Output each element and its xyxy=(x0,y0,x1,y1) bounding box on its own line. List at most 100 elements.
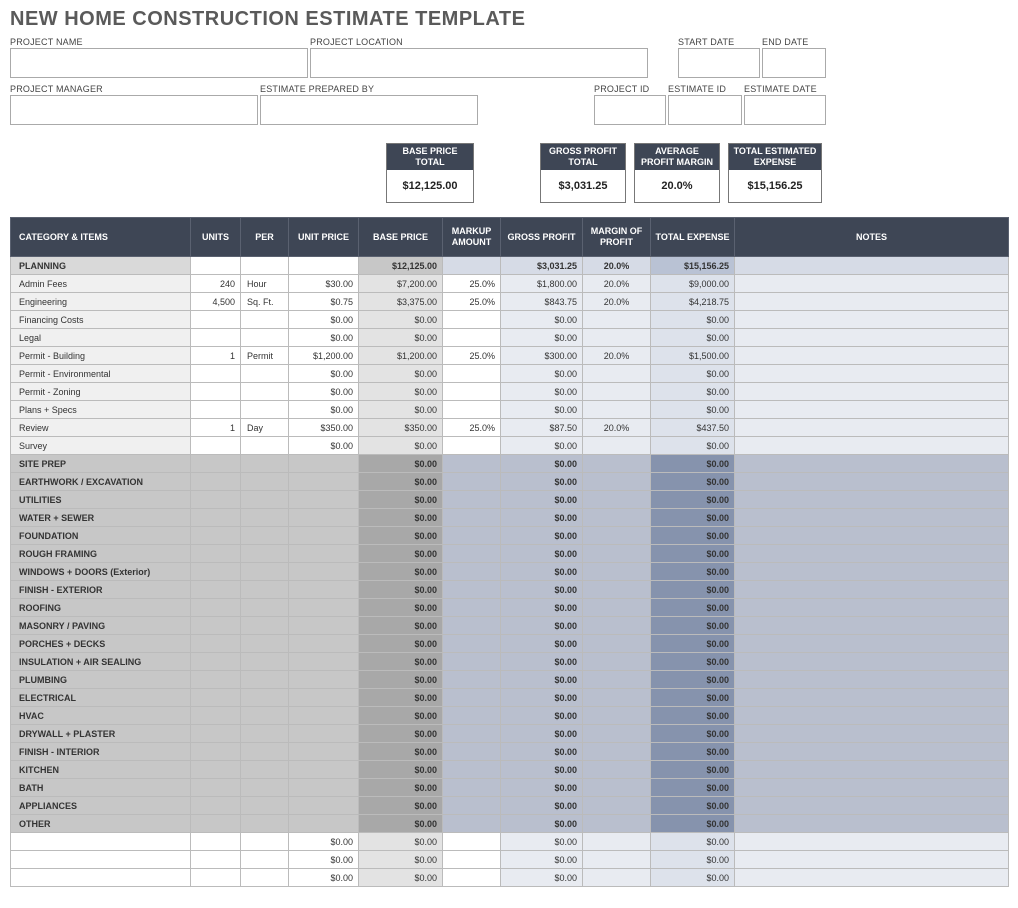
cell-uprice[interactable]: $0.00 xyxy=(289,329,359,347)
cell-markup[interactable] xyxy=(443,401,501,419)
cell-markup[interactable] xyxy=(443,707,501,725)
cell-margin[interactable] xyxy=(583,671,651,689)
cell-uprice[interactable] xyxy=(289,671,359,689)
cell-units[interactable] xyxy=(191,671,241,689)
cell-texp[interactable]: $0.00 xyxy=(651,851,735,869)
cell-bprice[interactable]: $0.00 xyxy=(359,599,443,617)
cell-cat[interactable]: Legal xyxy=(11,329,191,347)
cell-units[interactable] xyxy=(191,653,241,671)
cell-markup[interactable] xyxy=(443,383,501,401)
cell-cat[interactable]: FOUNDATION xyxy=(11,527,191,545)
cell-notes[interactable] xyxy=(735,419,1009,437)
cell-gprofit[interactable]: $0.00 xyxy=(501,455,583,473)
cell-per[interactable]: Sq. Ft. xyxy=(241,293,289,311)
cell-bprice[interactable]: $0.00 xyxy=(359,761,443,779)
cell-cat[interactable]: Financing Costs xyxy=(11,311,191,329)
cell-gprofit[interactable]: $0.00 xyxy=(501,401,583,419)
cell-bprice[interactable]: $0.00 xyxy=(359,563,443,581)
cell-notes[interactable] xyxy=(735,455,1009,473)
cell-notes[interactable] xyxy=(735,761,1009,779)
cell-units[interactable] xyxy=(191,509,241,527)
cell-units[interactable] xyxy=(191,761,241,779)
cell-notes[interactable] xyxy=(735,671,1009,689)
cell-markup[interactable] xyxy=(443,851,501,869)
cell-texp[interactable]: $0.00 xyxy=(651,329,735,347)
cell-gprofit[interactable]: $0.00 xyxy=(501,329,583,347)
cell-bprice[interactable]: $0.00 xyxy=(359,437,443,455)
cell-texp[interactable]: $0.00 xyxy=(651,635,735,653)
field-input[interactable] xyxy=(260,95,478,125)
cell-notes[interactable] xyxy=(735,617,1009,635)
cell-bprice[interactable]: $0.00 xyxy=(359,707,443,725)
field-input[interactable] xyxy=(744,95,826,125)
cell-cat[interactable]: PLANNING xyxy=(11,257,191,275)
cell-uprice[interactable]: $30.00 xyxy=(289,275,359,293)
cell-bprice[interactable]: $0.00 xyxy=(359,671,443,689)
cell-per[interactable] xyxy=(241,383,289,401)
cell-notes[interactable] xyxy=(735,635,1009,653)
cell-margin[interactable] xyxy=(583,563,651,581)
cell-margin[interactable] xyxy=(583,725,651,743)
cell-gprofit[interactable]: $0.00 xyxy=(501,581,583,599)
cell-uprice[interactable] xyxy=(289,455,359,473)
cell-gprofit[interactable]: $0.00 xyxy=(501,761,583,779)
cell-bprice[interactable]: $0.00 xyxy=(359,329,443,347)
cell-units[interactable] xyxy=(191,401,241,419)
cell-margin[interactable] xyxy=(583,653,651,671)
cell-cat[interactable]: Permit - Building xyxy=(11,347,191,365)
cell-gprofit[interactable]: $0.00 xyxy=(501,725,583,743)
cell-uprice[interactable] xyxy=(289,257,359,275)
cell-per[interactable] xyxy=(241,617,289,635)
cell-markup[interactable] xyxy=(443,311,501,329)
cell-gprofit[interactable]: $0.00 xyxy=(501,707,583,725)
cell-units[interactable]: 1 xyxy=(191,419,241,437)
field-input[interactable] xyxy=(594,95,666,125)
cell-per[interactable] xyxy=(241,761,289,779)
cell-uprice[interactable]: $1,200.00 xyxy=(289,347,359,365)
cell-cat[interactable]: WINDOWS + DOORS (Exterior) xyxy=(11,563,191,581)
cell-notes[interactable] xyxy=(735,257,1009,275)
cell-bprice[interactable]: $0.00 xyxy=(359,869,443,887)
cell-cat[interactable]: MASONRY / PAVING xyxy=(11,617,191,635)
cell-notes[interactable] xyxy=(735,365,1009,383)
cell-uprice[interactable]: $0.00 xyxy=(289,869,359,887)
cell-units[interactable] xyxy=(191,437,241,455)
cell-texp[interactable]: $0.00 xyxy=(651,743,735,761)
cell-bprice[interactable]: $0.00 xyxy=(359,401,443,419)
cell-margin[interactable] xyxy=(583,635,651,653)
cell-cat[interactable]: UTILITIES xyxy=(11,491,191,509)
cell-bprice[interactable]: $0.00 xyxy=(359,779,443,797)
cell-margin[interactable] xyxy=(583,491,651,509)
cell-margin[interactable]: 20.0% xyxy=(583,347,651,365)
cell-texp[interactable]: $1,500.00 xyxy=(651,347,735,365)
cell-texp[interactable]: $0.00 xyxy=(651,401,735,419)
cell-per[interactable] xyxy=(241,473,289,491)
cell-bprice[interactable]: $0.00 xyxy=(359,545,443,563)
cell-texp[interactable]: $0.00 xyxy=(651,473,735,491)
cell-texp[interactable]: $0.00 xyxy=(651,563,735,581)
cell-notes[interactable] xyxy=(735,707,1009,725)
cell-gprofit[interactable]: $0.00 xyxy=(501,833,583,851)
cell-cat[interactable]: Permit - Zoning xyxy=(11,383,191,401)
cell-bprice[interactable]: $0.00 xyxy=(359,509,443,527)
cell-texp[interactable]: $0.00 xyxy=(651,527,735,545)
cell-bprice[interactable]: $0.00 xyxy=(359,851,443,869)
cell-cat[interactable] xyxy=(11,869,191,887)
cell-notes[interactable] xyxy=(735,347,1009,365)
cell-units[interactable] xyxy=(191,779,241,797)
cell-per[interactable]: Hour xyxy=(241,275,289,293)
cell-uprice[interactable]: $0.00 xyxy=(289,311,359,329)
cell-uprice[interactable]: $0.00 xyxy=(289,401,359,419)
cell-texp[interactable]: $0.00 xyxy=(651,455,735,473)
cell-cat[interactable]: BATH xyxy=(11,779,191,797)
cell-uprice[interactable] xyxy=(289,653,359,671)
cell-markup[interactable] xyxy=(443,581,501,599)
cell-texp[interactable]: $0.00 xyxy=(651,833,735,851)
cell-bprice[interactable]: $0.00 xyxy=(359,635,443,653)
cell-gprofit[interactable]: $300.00 xyxy=(501,347,583,365)
cell-markup[interactable] xyxy=(443,869,501,887)
cell-texp[interactable]: $0.00 xyxy=(651,365,735,383)
cell-uprice[interactable]: $0.00 xyxy=(289,365,359,383)
cell-per[interactable] xyxy=(241,581,289,599)
field-input[interactable] xyxy=(678,48,760,78)
